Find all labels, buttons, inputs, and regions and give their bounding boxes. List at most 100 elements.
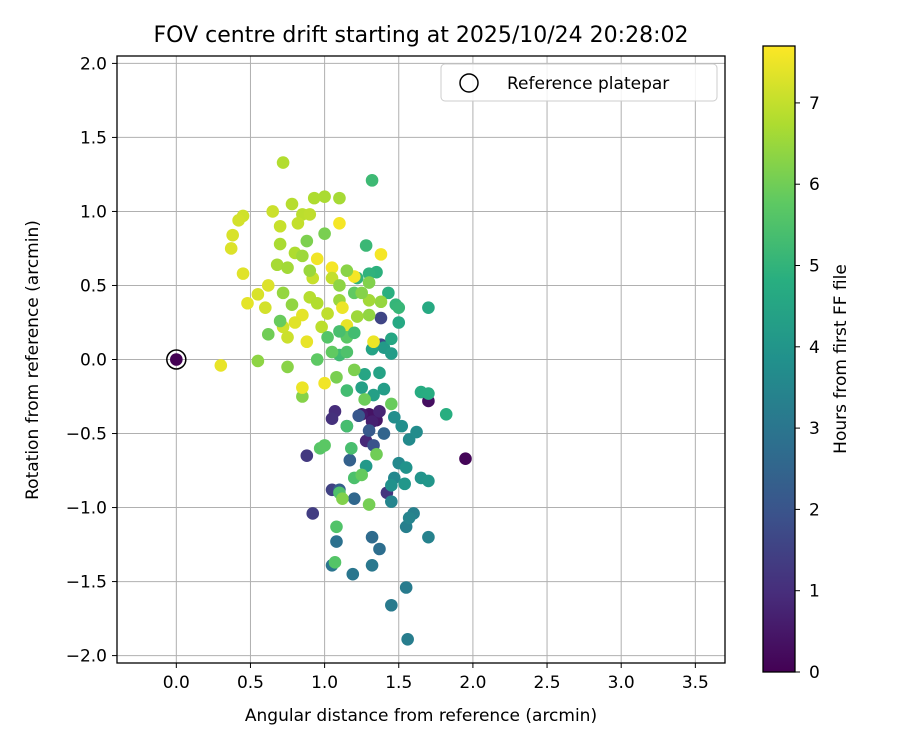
- data-point: [345, 442, 358, 455]
- data-point: [362, 276, 376, 289]
- data-point: [232, 214, 245, 227]
- y-tick-label: −1.5: [66, 573, 107, 593]
- x-axis-ticks: 0.0 0.5 1.0 1.5 2.0 2.5 3.0 3.5: [163, 663, 709, 693]
- x-tick-label: 2.0: [459, 673, 486, 693]
- data-point: [373, 405, 386, 418]
- data-point: [226, 228, 239, 242]
- data-point: [310, 296, 324, 310]
- data-point: [422, 530, 435, 544]
- data-point: [336, 492, 349, 505]
- data-point: [241, 296, 254, 310]
- x-axis-label: Angular distance from reference (arcmin): [245, 706, 597, 726]
- x-tick-label: 2.5: [534, 673, 561, 693]
- data-point: [385, 332, 398, 346]
- colorbar-label: Hours from first FF file: [831, 264, 851, 454]
- reference-point-dot: [170, 353, 183, 366]
- data-point: [422, 474, 435, 488]
- data-point: [365, 558, 379, 572]
- y-tick-label: −0.5: [66, 425, 107, 445]
- data-points: [214, 156, 472, 646]
- legend-marker-icon: [459, 73, 479, 93]
- data-point: [385, 495, 398, 508]
- data-point: [385, 598, 398, 612]
- data-point: [276, 156, 290, 169]
- data-point: [307, 191, 321, 205]
- data-point: [315, 320, 328, 334]
- data-point: [281, 330, 294, 344]
- data-point: [236, 267, 250, 280]
- y-tick-label: −1.0: [66, 499, 107, 519]
- data-point: [385, 397, 398, 411]
- colorbar-gradient: [762, 45, 796, 673]
- data-point: [355, 381, 368, 394]
- data-point: [330, 370, 343, 384]
- reference-marker: [166, 349, 187, 370]
- x-tick-label: 0.5: [237, 673, 264, 693]
- data-point: [355, 468, 368, 482]
- data-point: [333, 216, 346, 230]
- data-point: [374, 311, 388, 325]
- colorbar-tick-label: 3: [809, 419, 820, 439]
- data-point: [395, 419, 409, 433]
- data-point: [401, 633, 414, 646]
- colorbar-tick-label: 0: [809, 663, 820, 683]
- data-point: [291, 216, 305, 230]
- data-point: [318, 376, 331, 390]
- data-point: [374, 295, 388, 309]
- data-point: [300, 234, 314, 248]
- data-point: [388, 410, 401, 424]
- y-tick-label: 1.0: [80, 202, 107, 222]
- x-tick-label: 3.0: [608, 673, 635, 693]
- colorbar-tick-label: 1: [809, 582, 820, 602]
- data-point: [362, 424, 376, 437]
- data-point: [281, 360, 294, 374]
- data-point: [281, 261, 294, 275]
- data-point: [347, 326, 361, 340]
- data-point: [459, 452, 472, 465]
- data-point: [310, 252, 324, 266]
- data-point: [330, 520, 343, 534]
- data-point: [367, 335, 380, 349]
- y-tick-label: 0.5: [80, 276, 107, 296]
- data-point: [261, 279, 275, 292]
- data-point: [352, 409, 366, 423]
- data-point: [251, 288, 265, 301]
- data-point: [392, 316, 406, 329]
- data-point: [422, 387, 435, 400]
- data-point: [399, 581, 413, 594]
- y-axis-label: Rotation from reference (arcmin): [23, 220, 43, 500]
- reference-point-ring: [166, 349, 187, 370]
- data-point: [273, 237, 287, 251]
- data-point: [385, 479, 398, 492]
- data-point: [340, 264, 354, 277]
- legend-entry-reference: Reference platepar: [507, 74, 669, 94]
- data-point: [358, 393, 371, 406]
- data-point: [385, 347, 398, 360]
- data-point: [321, 330, 334, 344]
- data-point: [296, 381, 309, 394]
- data-point: [261, 328, 275, 341]
- colorbar-tick-label: 4: [809, 338, 820, 358]
- data-point: [251, 354, 265, 368]
- data-point: [377, 382, 391, 396]
- x-tick-label: 3.5: [682, 673, 709, 693]
- data-point: [402, 511, 416, 525]
- data-point: [422, 301, 435, 314]
- data-point: [318, 227, 331, 240]
- data-point: [355, 286, 368, 300]
- data-point: [285, 298, 299, 312]
- x-tick-label: 1.0: [311, 673, 338, 693]
- colorbar-tick-label: 7: [809, 94, 820, 114]
- data-point: [392, 301, 406, 314]
- data-point: [325, 412, 339, 426]
- data-point: [224, 242, 238, 255]
- data-point: [276, 286, 290, 300]
- data-point: [296, 390, 309, 403]
- data-point: [273, 314, 287, 328]
- data-point: [410, 425, 423, 439]
- data-point: [373, 366, 386, 380]
- y-tick-label: 2.0: [80, 54, 107, 74]
- data-point: [273, 219, 287, 233]
- data-point: [258, 301, 272, 314]
- data-point: [358, 368, 371, 381]
